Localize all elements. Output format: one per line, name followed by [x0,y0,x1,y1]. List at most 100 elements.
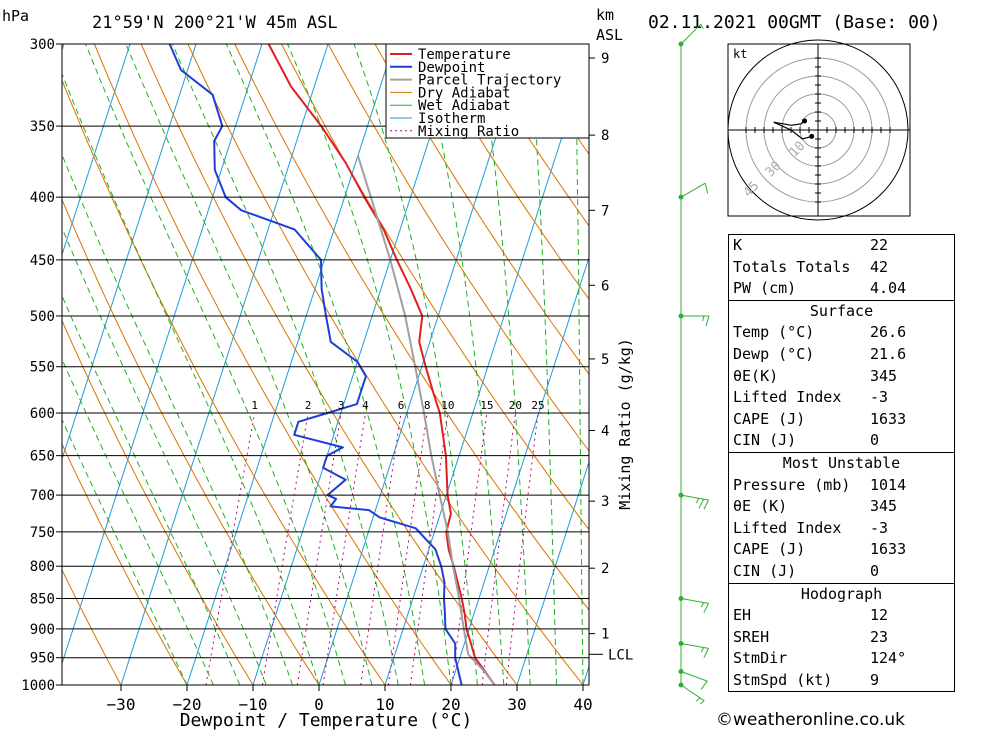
km-label: km [596,6,614,24]
stat-value: 0 [870,561,950,583]
wind-barb-staff [681,685,704,701]
stat-label: CAPE (J) [733,409,805,431]
pressure-tick-label: 1000 [21,678,55,694]
stat-value: 23 [870,627,950,649]
stat-label: StmDir [733,648,787,670]
stat-value: 1633 [870,539,950,561]
wind-barb-flag [699,499,704,508]
stat-label: StmSpd (kt) [733,670,832,692]
x-axis-label: Dewpoint / Temperature (°C) [180,710,473,731]
wind-barb-staff [681,183,705,197]
mixing-ratio-label: 15 [480,399,493,412]
wind-barb-staff [681,495,709,500]
stat-row: CIN (J) 0 [729,561,954,583]
height-tick-label: 4 [601,423,609,439]
stat-value: -3 [870,387,950,409]
stat-row: CAPE (J) 1633 [729,539,954,561]
mixing-ratio-line [262,413,308,685]
pressure-tick-label: 800 [30,559,55,575]
wind-barb-half-flag [696,698,700,701]
mixing-ratio-label: 20 [509,399,522,412]
credit-text: ©weatheronline.co.uk [716,710,905,730]
stat-value: 22 [870,235,950,257]
stat-row: θE (K) 345 [729,496,954,518]
wet-adiabat-line [19,44,293,685]
stat-row: Lifted Index-3 [729,518,954,540]
stat-label: PW (cm) [733,278,796,300]
stat-row: K 22 [729,235,954,257]
stat-label: CAPE (J) [733,539,805,561]
mixing-ratio-line [388,413,427,685]
stat-row: Temp (°C) 26.6 [729,322,954,344]
mixing-ratio-axis-label: Mixing Ratio (g/kg) [616,338,634,510]
stat-label: CIN (J) [733,430,796,452]
pressure-tick-label: 650 [30,449,55,465]
stat-row: CAPE (J)1633 [729,409,954,431]
stat-label: θE (K) [733,496,787,518]
isotherm-line [187,44,394,685]
mixing-ratio-label: 3 [338,399,345,412]
pressure-tick-label: 750 [30,525,55,541]
stat-label: CIN (J) [733,561,796,583]
stat-row: SREH 23 [729,627,954,649]
stat-value: 21.6 [870,344,950,366]
pressure-tick-label: 600 [30,406,55,422]
stat-value: 12 [870,605,950,627]
datetime-title: 02.11.2021 00GMT (Base: 00) [648,12,941,33]
wind-barb-flag [705,183,707,193]
stat-label: EH [733,605,751,627]
isotherm-line [121,44,328,685]
stat-value: 345 [870,496,950,518]
pressure-tick-label: 950 [30,651,55,667]
temperature-profile [269,44,495,685]
pressure-tick-label: 500 [30,309,55,325]
wind-barb-half-flag [701,602,703,607]
pressure-tick-label: 450 [30,253,55,269]
mixing-ratio-label: 10 [441,399,454,412]
height-tick-label: 7 [601,203,609,219]
mixing-ratio-line [206,413,255,685]
isotherm-line [385,44,592,685]
wind-profile [679,24,710,704]
stat-label: Temp (°C) [733,322,814,344]
x-tick-label: 30 [507,695,526,714]
stat-value: 26.6 [870,322,950,344]
stat-label: Lifted Index [733,518,841,540]
pressure-tick-label: 400 [30,190,55,206]
wind-barb-flag [704,648,709,657]
stat-row: Pressure (mb)1014 [729,475,954,497]
stat-value: 4.04 [870,278,950,300]
wind-barb-half-flag [701,647,703,652]
stat-label: Pressure (mb) [733,475,850,497]
stat-row: PW (cm) 4.04 [729,278,954,300]
mixing-ratio-label: 2 [305,399,312,412]
height-tick-label: 3 [601,494,609,510]
stat-value: 42 [870,257,950,279]
stat-label: SREH [733,627,769,649]
height-tick-label: 9 [601,51,609,67]
hodograph-start-dot [802,118,807,123]
asl-label: ASL [596,26,623,44]
dry-adiabat-line [0,44,121,685]
wind-barb-staff [681,598,709,603]
mixing-ratio-label: 4 [362,399,369,412]
height-tick-label: 1 [601,627,609,643]
dry-adiabat-line [48,44,385,685]
mixing-ratio-label: 6 [398,399,405,412]
wind-barb-half-flag [703,316,705,321]
hodograph-unit-label: kt [733,47,747,61]
height-tick-label: 2 [601,561,609,577]
wind-barb-staff [681,672,707,682]
stat-label: K [733,235,742,257]
dry-adiabat-line [94,44,451,685]
stat-label: θE(K) [733,366,778,388]
stat-row: Lifted Index-3 [729,387,954,409]
